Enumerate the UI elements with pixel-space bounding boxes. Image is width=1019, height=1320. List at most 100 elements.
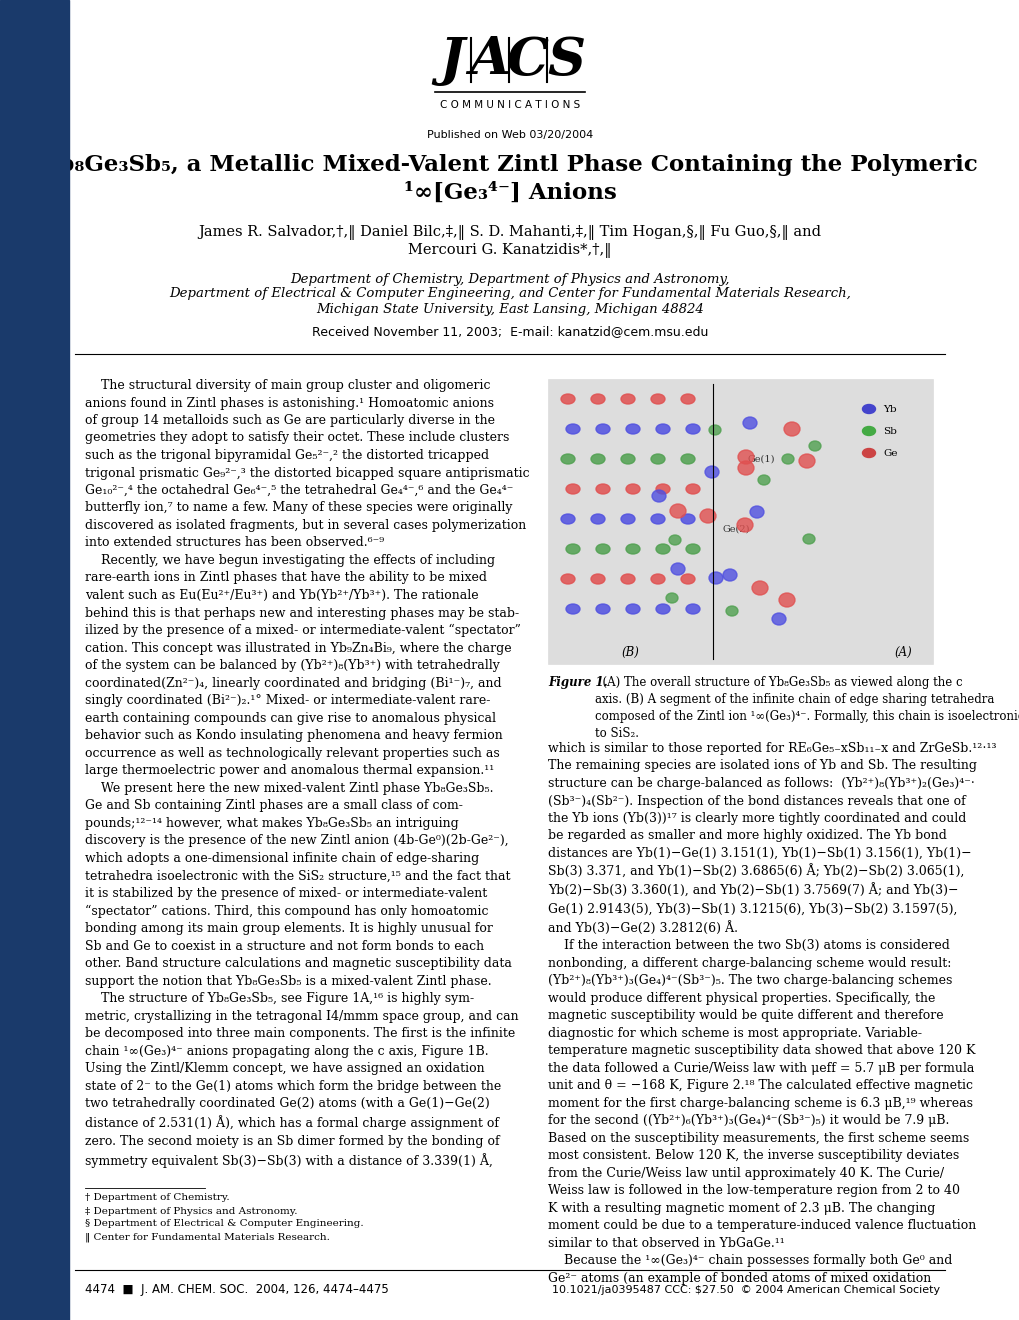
Text: ¹∞[Ge₃⁴⁻] Anions: ¹∞[Ge₃⁴⁻] Anions: [404, 182, 615, 205]
Text: J: J: [439, 34, 464, 86]
Ellipse shape: [651, 490, 665, 502]
Text: Mercouri G. Kanatzidis*,†,‖: Mercouri G. Kanatzidis*,†,‖: [408, 243, 611, 259]
Text: Sb: Sb: [882, 426, 896, 436]
Ellipse shape: [681, 454, 694, 465]
Ellipse shape: [595, 544, 609, 554]
Text: which is similar to those reported for RE₆Ge₅₋xSb₁₁₋x and ZrGeSb.¹²⋅¹³
The remai: which is similar to those reported for R…: [547, 742, 996, 1284]
Ellipse shape: [751, 581, 767, 595]
Ellipse shape: [621, 574, 635, 583]
Ellipse shape: [626, 484, 639, 494]
Text: Ge(1): Ge(1): [747, 454, 774, 463]
Ellipse shape: [686, 605, 699, 614]
Text: Ge(2): Ge(2): [722, 524, 750, 533]
Ellipse shape: [669, 504, 686, 517]
Text: (B): (B): [621, 645, 638, 659]
Ellipse shape: [686, 484, 699, 494]
Text: § Department of Electrical & Computer Engineering.: § Department of Electrical & Computer En…: [85, 1220, 363, 1229]
Ellipse shape: [738, 461, 753, 475]
Ellipse shape: [560, 513, 575, 524]
Ellipse shape: [757, 475, 769, 484]
Ellipse shape: [655, 544, 669, 554]
Ellipse shape: [738, 450, 753, 465]
Ellipse shape: [650, 393, 664, 404]
Ellipse shape: [862, 449, 874, 458]
Ellipse shape: [681, 393, 694, 404]
Text: C O M M U N I C A T I O N S: C O M M U N I C A T I O N S: [439, 100, 580, 110]
Text: Figure 1.: Figure 1.: [547, 676, 607, 689]
Ellipse shape: [595, 484, 609, 494]
Ellipse shape: [686, 544, 699, 554]
Ellipse shape: [626, 424, 639, 434]
Ellipse shape: [671, 564, 685, 576]
Ellipse shape: [681, 574, 694, 583]
Ellipse shape: [802, 535, 814, 544]
Text: Received November 11, 2003;  E-mail: kanatzid@cem.msu.edu: Received November 11, 2003; E-mail: kana…: [312, 326, 707, 338]
Ellipse shape: [566, 424, 580, 434]
Ellipse shape: [808, 441, 820, 451]
Ellipse shape: [726, 606, 738, 616]
Ellipse shape: [722, 569, 737, 581]
Ellipse shape: [784, 422, 799, 436]
Bar: [547, 379, 932, 664]
Ellipse shape: [655, 424, 669, 434]
Ellipse shape: [704, 466, 718, 478]
Ellipse shape: [650, 574, 664, 583]
Text: C: C: [506, 34, 548, 86]
Ellipse shape: [708, 572, 722, 583]
Text: Department of Electrical & Computer Engineering, and Center for Fundamental Mate: Department of Electrical & Computer Engi…: [169, 288, 850, 301]
Ellipse shape: [862, 426, 874, 436]
Text: Michigan State University, East Lansing, Michigan 48824: Michigan State University, East Lansing,…: [316, 302, 703, 315]
Text: 4474  ■  J. AM. CHEM. SOC.  2004, 126, 4474–4475: 4474 ■ J. AM. CHEM. SOC. 2004, 126, 4474…: [85, 1283, 388, 1296]
Ellipse shape: [590, 393, 604, 404]
Text: 10.1021/ja0395487 CCC: $27.50  © 2004 American Chemical Society: 10.1021/ja0395487 CCC: $27.50 © 2004 Ame…: [551, 1284, 940, 1295]
Text: † Department of Chemistry.: † Department of Chemistry.: [85, 1193, 229, 1203]
Ellipse shape: [749, 506, 763, 517]
Ellipse shape: [650, 513, 664, 524]
Text: Ge: Ge: [882, 449, 897, 458]
Text: Yb₈Ge₃Sb₅, a Metallic Mixed-Valent Zintl Phase Containing the Polymeric: Yb₈Ge₃Sb₅, a Metallic Mixed-Valent Zintl…: [42, 154, 977, 176]
Text: A: A: [469, 34, 510, 86]
Text: Published on Web 03/20/2004: Published on Web 03/20/2004: [427, 129, 592, 140]
Ellipse shape: [626, 605, 639, 614]
Ellipse shape: [621, 513, 635, 524]
Ellipse shape: [779, 593, 794, 607]
Ellipse shape: [655, 484, 669, 494]
Ellipse shape: [566, 484, 580, 494]
Ellipse shape: [595, 424, 609, 434]
Ellipse shape: [665, 593, 678, 603]
Ellipse shape: [590, 574, 604, 583]
Ellipse shape: [590, 454, 604, 465]
Text: (A): (A): [894, 645, 911, 659]
Text: S: S: [546, 34, 585, 86]
Ellipse shape: [782, 454, 793, 465]
Ellipse shape: [650, 454, 664, 465]
Text: Yb: Yb: [882, 404, 896, 413]
Ellipse shape: [590, 513, 604, 524]
Ellipse shape: [737, 517, 752, 532]
Text: The structural diversity of main group cluster and oligomeric
anions found in Zi: The structural diversity of main group c…: [85, 379, 529, 1168]
Text: ‖ Center for Fundamental Materials Research.: ‖ Center for Fundamental Materials Resea…: [85, 1233, 329, 1242]
Ellipse shape: [699, 510, 715, 523]
Ellipse shape: [560, 574, 575, 583]
Ellipse shape: [742, 417, 756, 429]
Ellipse shape: [686, 424, 699, 434]
Ellipse shape: [708, 425, 720, 436]
Text: (A) The overall structure of Yb₈Ge₃Sb₅ as viewed along the c
axis. (B) A segment: (A) The overall structure of Yb₈Ge₃Sb₅ a…: [594, 676, 1019, 741]
Text: James R. Salvador,†,‖ Daniel Bilc,‡,‖ S. D. Mahanti,‡,‖ Tim Hogan,§,‖ Fu Guo,§,‖: James R. Salvador,†,‖ Daniel Bilc,‡,‖ S.…: [199, 226, 820, 240]
Ellipse shape: [560, 454, 575, 465]
Ellipse shape: [668, 535, 681, 545]
Ellipse shape: [621, 454, 635, 465]
Ellipse shape: [595, 605, 609, 614]
Ellipse shape: [621, 393, 635, 404]
Bar: [0, 0, 69, 1320]
Text: ‡ Department of Physics and Astronomy.: ‡ Department of Physics and Astronomy.: [85, 1206, 298, 1216]
Ellipse shape: [566, 605, 580, 614]
Ellipse shape: [798, 454, 814, 469]
Ellipse shape: [681, 513, 694, 524]
Ellipse shape: [655, 605, 669, 614]
Ellipse shape: [771, 612, 786, 624]
Text: Department of Chemistry, Department of Physics and Astronomy,: Department of Chemistry, Department of P…: [290, 272, 729, 285]
Ellipse shape: [862, 404, 874, 413]
Ellipse shape: [626, 544, 639, 554]
Ellipse shape: [566, 544, 580, 554]
